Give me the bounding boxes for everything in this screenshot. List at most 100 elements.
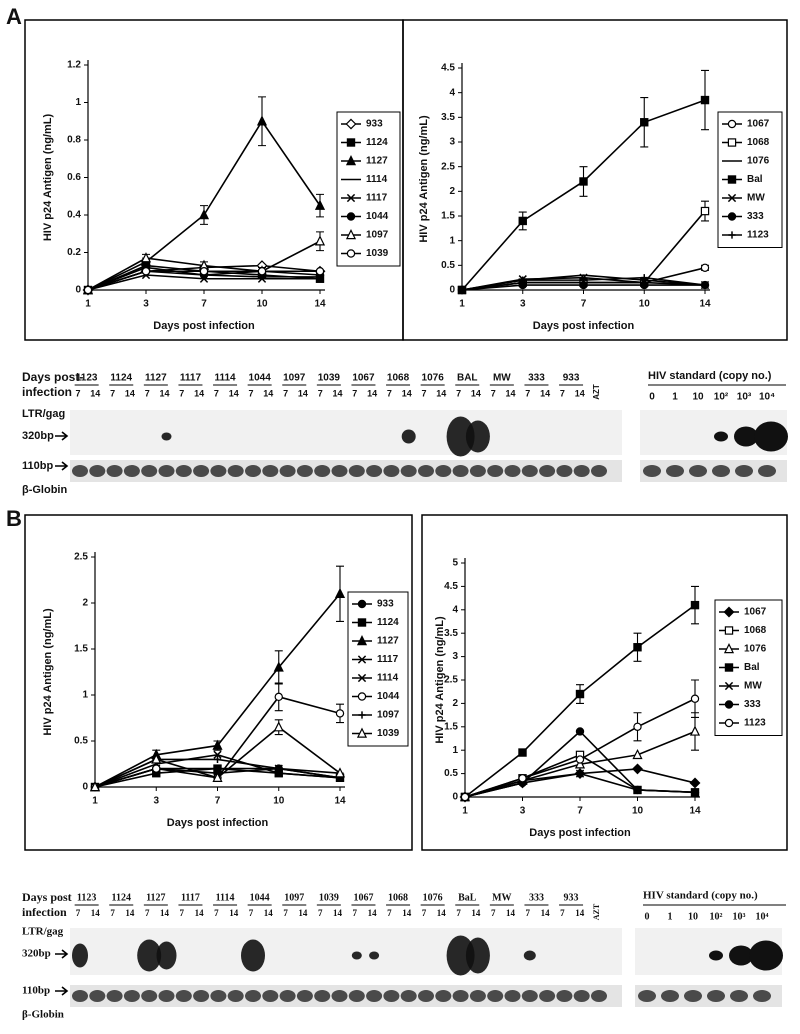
- day-label: 7: [421, 388, 426, 398]
- lane-label: 333: [529, 892, 544, 903]
- standard-lane: 1: [668, 911, 673, 922]
- legend-marker: [346, 249, 356, 258]
- globin-label: β-Globin: [22, 1009, 64, 1021]
- lane-label: 1114: [216, 892, 235, 903]
- lane-label: 333: [528, 373, 545, 384]
- data-point: [700, 206, 710, 216]
- data-point: [141, 267, 151, 276]
- data-point: [579, 177, 588, 186]
- legend-marker: [728, 231, 736, 239]
- panel-letter: B: [6, 506, 22, 531]
- day-label: 14: [229, 388, 239, 398]
- y-tick-label: 0.4: [67, 210, 81, 221]
- y-tick-label: 3: [452, 651, 458, 662]
- x-tick-label: 10: [256, 299, 268, 310]
- legend-marker: [356, 727, 368, 738]
- lane-label: 1039: [318, 373, 341, 384]
- data-point: [274, 692, 283, 702]
- legend-marker: [357, 599, 367, 609]
- day-label: 14: [125, 388, 135, 398]
- globin-band: [331, 465, 348, 477]
- target-band: [446, 935, 475, 976]
- lane-label: BaL: [458, 892, 477, 903]
- x-tick-label: 10: [632, 806, 644, 817]
- globin-band: [573, 990, 590, 1002]
- globin-band: [72, 465, 88, 477]
- target-label: LTR/gag: [22, 408, 65, 420]
- legend-label: 1067: [747, 119, 770, 130]
- day-label: 14: [575, 388, 585, 398]
- standard-lane: 10³: [733, 911, 746, 922]
- globin-band: [758, 465, 776, 477]
- data-point: [460, 792, 470, 802]
- day-label: 7: [560, 388, 565, 398]
- globin-band: [123, 465, 140, 477]
- day-label: 14: [506, 908, 516, 918]
- day-label: 14: [332, 388, 342, 398]
- data-point: [690, 600, 700, 610]
- globin-band: [735, 465, 753, 477]
- day-label: 7: [145, 908, 150, 918]
- data-point: [273, 721, 284, 732]
- day-label: 14: [298, 388, 308, 398]
- globin-band: [643, 465, 661, 477]
- target-label: LTR/gag: [22, 926, 64, 938]
- legend-label: 1044: [377, 691, 400, 702]
- lane-label: 1124: [112, 892, 131, 903]
- target-band: [465, 937, 490, 974]
- y-tick-label: 0.5: [74, 736, 88, 747]
- lane-label: 1097: [283, 373, 306, 384]
- standard-lane: 0: [649, 392, 655, 403]
- legend-marker: [358, 711, 366, 719]
- data-point: [640, 118, 649, 127]
- data-point: [261, 276, 263, 278]
- legend-marker: [345, 229, 357, 240]
- globin-band: [666, 465, 684, 477]
- arrow: [55, 431, 69, 441]
- legend-label: 933: [366, 119, 383, 130]
- legend-label: 1114: [377, 673, 399, 684]
- globin-band: [556, 465, 573, 477]
- day-label: 14: [541, 908, 551, 918]
- globin-band: [210, 990, 227, 1002]
- y-tick-label: 2: [449, 186, 455, 197]
- data-point: [690, 694, 700, 703]
- globin-band: [314, 990, 331, 1002]
- standard-band: [709, 950, 723, 961]
- data-point: [518, 216, 527, 226]
- data-point: [458, 286, 466, 294]
- legend-label: Bal: [747, 174, 763, 185]
- lane-label: 1123: [77, 892, 96, 903]
- data-point: [199, 267, 209, 276]
- legend-box: [336, 111, 401, 267]
- lane-label: 1127: [146, 892, 165, 903]
- globin-band: [193, 990, 210, 1002]
- y-tick-label: 4.5: [441, 63, 455, 74]
- day-label: 14: [436, 388, 446, 398]
- globin-band: [452, 465, 469, 477]
- lane-label: 1076: [422, 373, 445, 384]
- data-point: [213, 764, 222, 773]
- day-label: 14: [229, 908, 239, 918]
- lane-label: 1097: [284, 892, 304, 903]
- legend-label: 1114: [366, 174, 388, 185]
- globin-band: [158, 990, 175, 1002]
- target-band: [369, 951, 380, 960]
- lane-label: 1067: [352, 373, 375, 384]
- day-label: 14: [367, 388, 377, 398]
- data-point: [335, 709, 345, 718]
- globin-band: [521, 465, 538, 477]
- globin-band: [504, 990, 521, 1002]
- day-label: 14: [194, 388, 204, 398]
- y-tick-label: 1.2: [67, 60, 81, 71]
- globin-band: [712, 465, 730, 477]
- data-point: [257, 274, 267, 283]
- globin-band: [556, 990, 573, 1002]
- lane-label: 1068: [388, 892, 408, 903]
- legend-marker: [727, 119, 737, 129]
- globin-band: [435, 990, 452, 1002]
- legend-label: 1067: [744, 607, 767, 618]
- target-band: [72, 943, 88, 968]
- data-point: [273, 661, 284, 672]
- day-label: 14: [437, 908, 447, 918]
